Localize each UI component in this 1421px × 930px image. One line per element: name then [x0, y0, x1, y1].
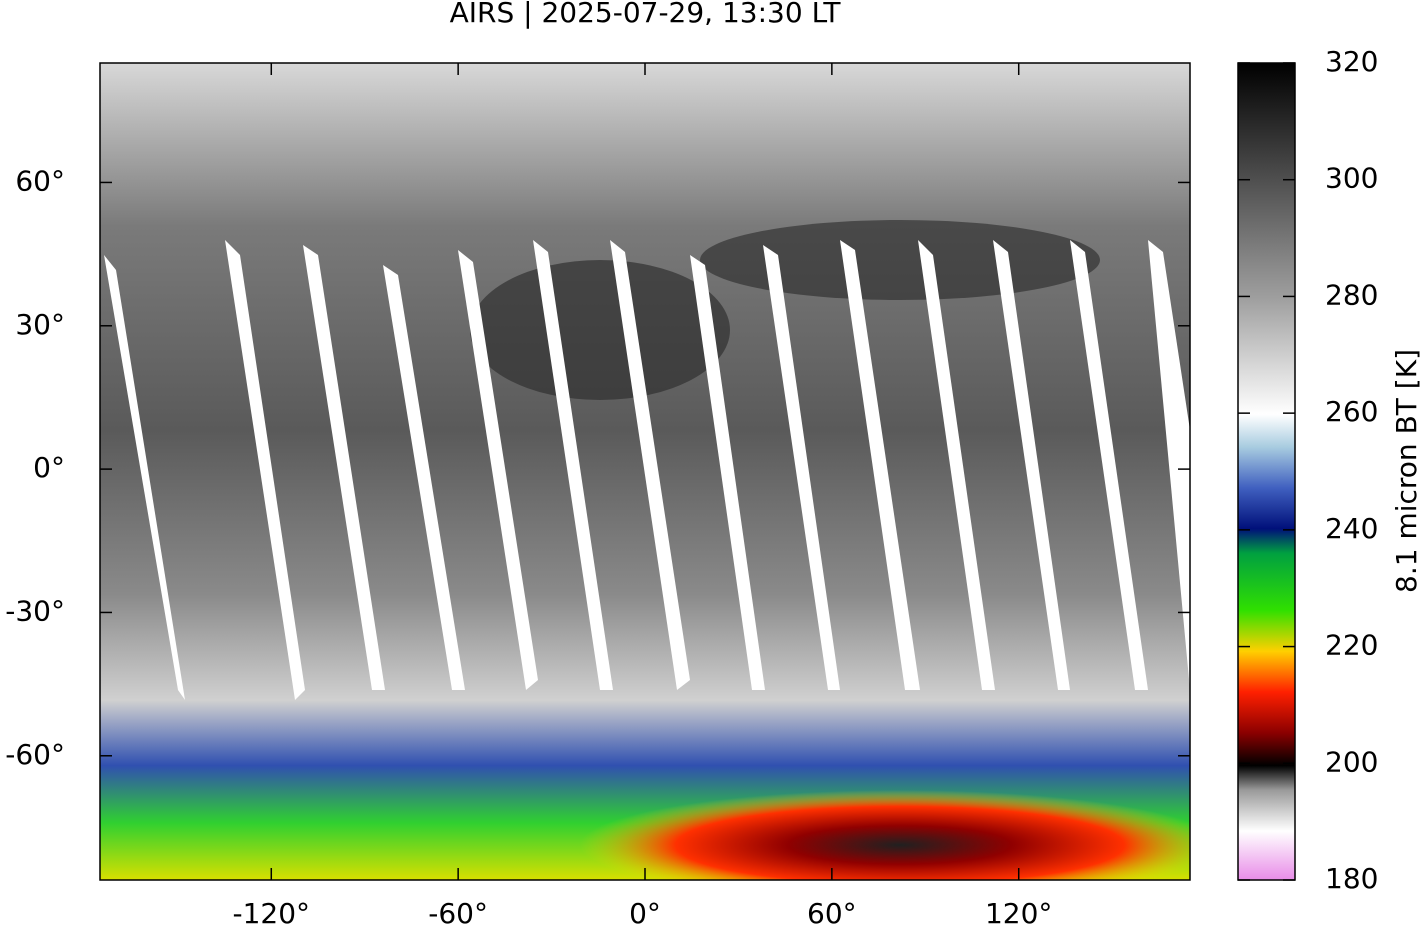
x-tick-label: 120° — [985, 897, 1052, 930]
x-tick-label: -60° — [428, 897, 488, 930]
y-tick-label: 0° — [33, 451, 65, 484]
colorbar-tick-label: 260 — [1325, 395, 1378, 428]
y-tick-label: -60° — [5, 738, 65, 771]
colorbar — [1237, 62, 1296, 881]
colorbar-tick-label: 320 — [1325, 45, 1378, 78]
colorbar-tick-label: 280 — [1325, 278, 1378, 311]
map-image — [100, 63, 1190, 880]
y-tick-label: -30° — [5, 594, 65, 627]
x-tick-label: 60° — [807, 897, 857, 930]
colorbar-tick-label: 200 — [1325, 745, 1378, 778]
colorbar-tick-label: 220 — [1325, 629, 1378, 662]
colorbar-tick-label: 300 — [1325, 162, 1378, 195]
colorbar-label: 8.1 micron BT [K] — [1390, 349, 1421, 593]
y-tick-label: 60° — [15, 164, 65, 197]
colorbar-tick-label: 180 — [1325, 862, 1378, 895]
x-tick-label: 0° — [629, 897, 661, 930]
colorbar-tick-label: 240 — [1325, 512, 1378, 545]
y-tick-label: 30° — [15, 308, 65, 341]
title: AIRS | 2025-07-29, 13:30 LT — [450, 0, 842, 29]
x-tick-label: -120° — [233, 897, 311, 930]
